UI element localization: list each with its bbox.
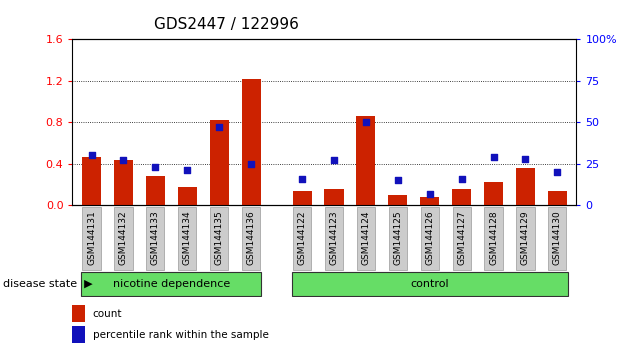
- Point: [553, 169, 563, 175]
- Text: GSM144128: GSM144128: [489, 211, 498, 266]
- FancyBboxPatch shape: [178, 207, 197, 269]
- Text: disease state  ▶: disease state ▶: [3, 279, 93, 289]
- Text: nicotine dependence: nicotine dependence: [113, 279, 230, 289]
- Text: GSM144133: GSM144133: [151, 211, 160, 266]
- Bar: [388, 195, 408, 205]
- Bar: [146, 176, 165, 205]
- Text: GSM144127: GSM144127: [457, 211, 466, 266]
- Point: [488, 154, 498, 160]
- FancyBboxPatch shape: [389, 207, 407, 269]
- Text: GSM144124: GSM144124: [362, 211, 370, 265]
- FancyBboxPatch shape: [292, 272, 568, 296]
- Point: [457, 176, 467, 182]
- Bar: [292, 191, 312, 205]
- Bar: [420, 197, 439, 205]
- FancyBboxPatch shape: [357, 207, 375, 269]
- Point: [182, 167, 192, 173]
- Text: count: count: [93, 309, 122, 319]
- Point: [246, 161, 256, 167]
- Text: GSM144136: GSM144136: [246, 211, 256, 266]
- Point: [214, 124, 224, 130]
- Bar: [72, 305, 85, 322]
- Bar: [114, 160, 133, 205]
- Point: [118, 158, 129, 163]
- FancyBboxPatch shape: [81, 272, 261, 296]
- Point: [329, 158, 339, 163]
- FancyBboxPatch shape: [146, 207, 164, 269]
- Point: [425, 191, 435, 196]
- Bar: [452, 189, 471, 205]
- Bar: [72, 326, 85, 343]
- Point: [392, 178, 403, 183]
- Text: GSM144125: GSM144125: [393, 211, 403, 266]
- Text: GSM144132: GSM144132: [119, 211, 128, 266]
- Text: GSM144135: GSM144135: [215, 211, 224, 266]
- Text: GSM144130: GSM144130: [553, 211, 562, 266]
- FancyBboxPatch shape: [484, 207, 503, 269]
- Bar: [547, 191, 567, 205]
- Bar: [324, 189, 343, 205]
- Bar: [357, 116, 375, 205]
- Point: [151, 164, 161, 170]
- FancyBboxPatch shape: [517, 207, 534, 269]
- Text: GSM144123: GSM144123: [329, 211, 338, 266]
- FancyBboxPatch shape: [115, 207, 132, 269]
- Point: [297, 176, 307, 182]
- Text: GSM144134: GSM144134: [183, 211, 192, 266]
- Point: [361, 119, 371, 125]
- Bar: [82, 158, 101, 205]
- Text: GSM144131: GSM144131: [87, 211, 96, 266]
- FancyBboxPatch shape: [242, 207, 260, 269]
- FancyBboxPatch shape: [421, 207, 439, 269]
- Bar: [210, 120, 229, 205]
- Text: GSM144126: GSM144126: [425, 211, 434, 266]
- Bar: [484, 182, 503, 205]
- Text: GSM144129: GSM144129: [521, 211, 530, 266]
- Text: GDS2447 / 122996: GDS2447 / 122996: [154, 17, 299, 32]
- Text: GSM144122: GSM144122: [297, 211, 307, 265]
- Bar: [178, 187, 197, 205]
- FancyBboxPatch shape: [293, 207, 311, 269]
- Point: [86, 153, 96, 158]
- FancyBboxPatch shape: [548, 207, 566, 269]
- FancyBboxPatch shape: [452, 207, 471, 269]
- Bar: [241, 80, 261, 205]
- FancyBboxPatch shape: [83, 207, 101, 269]
- Point: [520, 156, 530, 161]
- FancyBboxPatch shape: [325, 207, 343, 269]
- Bar: [516, 168, 535, 205]
- Text: percentile rank within the sample: percentile rank within the sample: [93, 330, 268, 340]
- FancyBboxPatch shape: [210, 207, 228, 269]
- Text: control: control: [410, 279, 449, 289]
